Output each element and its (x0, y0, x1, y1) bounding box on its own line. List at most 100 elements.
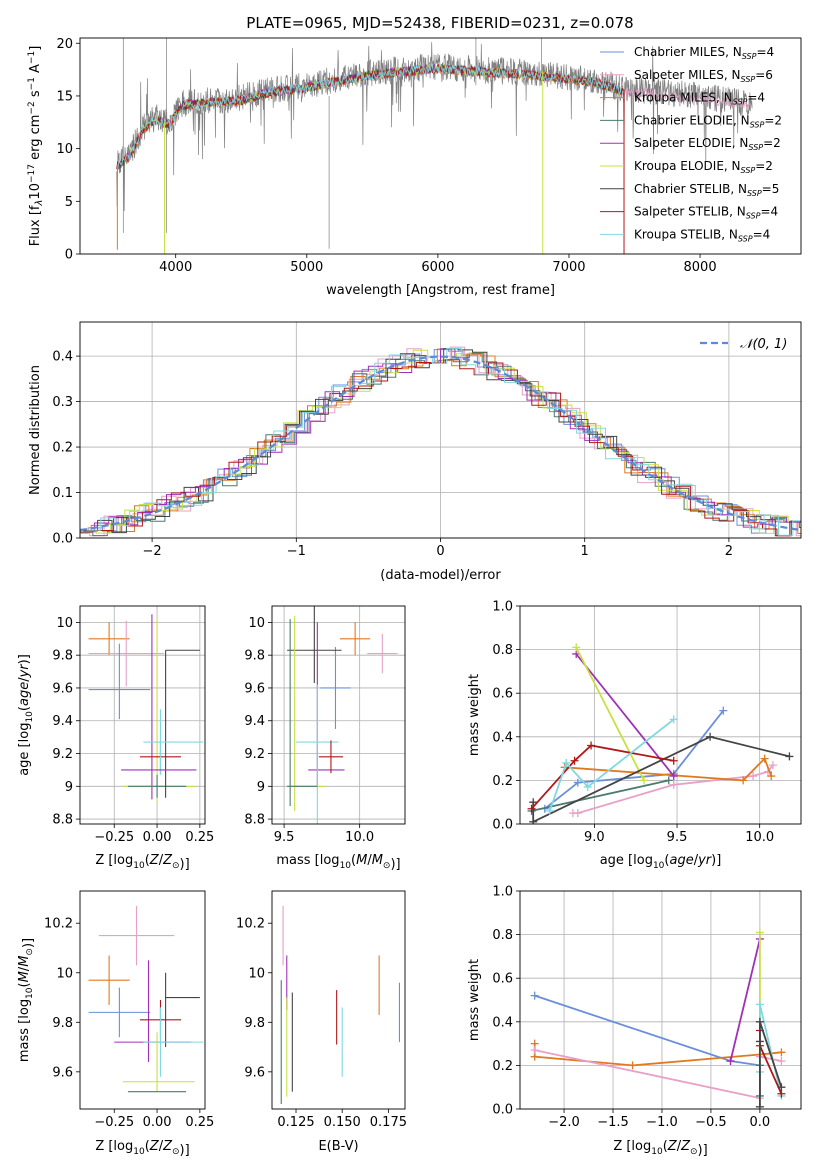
axes-frame (519, 890, 802, 1110)
weight-line (575, 653, 675, 777)
x-axis-label: E(B-V) (318, 1139, 358, 1154)
chart-massweight-vs-age: 9.0 9.5 10.0 0.0 0.2 0.4 0.6 0.8 1.0 age [log10(a… (467, 600, 802, 871)
weight-line (564, 756, 773, 782)
weight-line (530, 744, 674, 810)
text-run: Z [log (613, 1139, 651, 1154)
x-tick-label: 0.25 (185, 1115, 214, 1130)
y-tick-label: 10 (248, 616, 265, 631)
y-tick-label: 9.8 (244, 1016, 265, 1031)
y-axis-label: Normed distribution (28, 365, 43, 495)
text-run: / (17, 677, 32, 682)
text-run: 10 (653, 861, 665, 871)
y-tick-label: 8.8 (52, 813, 73, 828)
text-run: Z (149, 853, 160, 868)
legend-label: Kroupa STELIB, NSSP=4 (634, 227, 770, 243)
x-axis-label: Z [log10(Z/Z⊙)] (95, 1139, 189, 1158)
text-run: Salpeter STELIB, N (634, 205, 746, 219)
x-tick-label: −1 (287, 544, 306, 559)
y-tick-label: 9.2 (244, 747, 265, 762)
y-tick-label: 10.2 (236, 917, 265, 932)
text-run: SSP (746, 212, 761, 221)
weight-marker (669, 780, 678, 789)
y-tick-label: 0.0 (492, 1103, 513, 1118)
text-run: =4 (747, 91, 765, 105)
x-axis-label: Z [log10(Z/Z⊙)] (95, 853, 189, 872)
x-tick-label: 9.5 (667, 830, 688, 845)
weight-line (534, 994, 761, 1067)
text-run: Z [log (95, 853, 133, 868)
observed-spectrum (116, 38, 753, 249)
y-tick-label: 0.0 (492, 818, 513, 833)
x-tick-label: 0.00 (143, 1115, 172, 1130)
x-axis-label: mass [log10(M/M⊙)] (276, 853, 400, 872)
y-tick-label: 0 (65, 248, 73, 263)
text-run: Z (680, 1139, 691, 1154)
chart-residuals: −2 −1 0 1 2 0.0 0.1 0.2 0.3 0.4 (data-model)/error… (28, 321, 802, 583)
text-run: yr (17, 663, 32, 679)
weight-marker (767, 772, 776, 781)
text-run: Z (667, 1139, 678, 1154)
text-run: =5 (762, 182, 780, 196)
weight-marker (530, 1046, 539, 1055)
text-run: Chabrier ELODIE, N (634, 113, 750, 127)
x-axis-label: (data-model)/error (380, 568, 501, 583)
weight-marker (529, 798, 538, 807)
y-axis-label: mass weight (467, 674, 482, 756)
text-run: SSP (738, 234, 753, 243)
x-tick-label: −1.5 (597, 1115, 629, 1130)
y-tick-label: 9.8 (52, 649, 73, 664)
x-tick-label: 5000 (290, 260, 323, 275)
text-run: )] (180, 1143, 190, 1158)
x-tick-label: −1.0 (646, 1115, 678, 1130)
x-tick-label: 0.175 (370, 1115, 407, 1130)
text-run: / (694, 853, 699, 868)
axes-frame (271, 605, 406, 825)
x-tick-label: 1 (581, 544, 589, 559)
text-run: age (17, 682, 32, 706)
weight-line (531, 779, 669, 812)
text-run: 10 (28, 183, 43, 200)
plot-area (80, 346, 801, 537)
text-run: )] (17, 654, 32, 664)
x-tick-label: 0.125 (277, 1115, 314, 1130)
weight-marker (706, 732, 715, 741)
x-axis-label: Z [log10(Z/Z⊙)] (613, 1139, 707, 1158)
weight-marker (768, 761, 777, 770)
text-run: )] (698, 1143, 708, 1158)
weight-line (759, 1021, 783, 1107)
text-run: age [log (17, 723, 32, 776)
text-run: =4 (756, 45, 774, 59)
text-run: / (367, 853, 372, 868)
y-tick-label: 9.4 (52, 714, 73, 729)
plot-area (287, 606, 398, 824)
text-run: Kroupa ELODIE, N (634, 159, 741, 173)
text-run: SSP (741, 166, 756, 175)
text-run: ( (145, 853, 150, 868)
y-tick-label: 0.4 (52, 350, 73, 365)
legend-label: Salpeter MILES, NSSP=6 (634, 68, 773, 84)
weight-line (759, 1004, 783, 1097)
legend-label: Kroupa ELODIE, NSSP=2 (634, 159, 773, 175)
weight-marker (755, 1102, 764, 1109)
text-run: / (677, 1139, 682, 1154)
x-tick-label: −2 (143, 544, 162, 559)
text-run: SSP (750, 120, 765, 129)
y-tick-label: 0.2 (492, 774, 513, 789)
y-tick-label: 10 (56, 616, 73, 631)
text-run: mass [log (17, 999, 32, 1062)
legend-label: Chabrier STELIB, NSSP=5 (634, 182, 779, 198)
weight-marker (570, 756, 579, 765)
x-tick-label: 8000 (684, 260, 717, 275)
y-tick-label: 1.0 (492, 885, 513, 900)
axes-frame (79, 890, 206, 1110)
text-run: −2 (27, 101, 37, 114)
text-run: −17 (27, 164, 37, 183)
y-axis-label: mass weight (467, 959, 482, 1041)
y-tick-label: 0.4 (492, 1015, 513, 1030)
text-run: A (28, 64, 43, 77)
y-tick-label: 15 (56, 89, 73, 104)
y-tick-label: 9.6 (244, 681, 265, 696)
text-run: 10 (133, 1147, 145, 1157)
y-tick-label: 20 (56, 37, 73, 52)
